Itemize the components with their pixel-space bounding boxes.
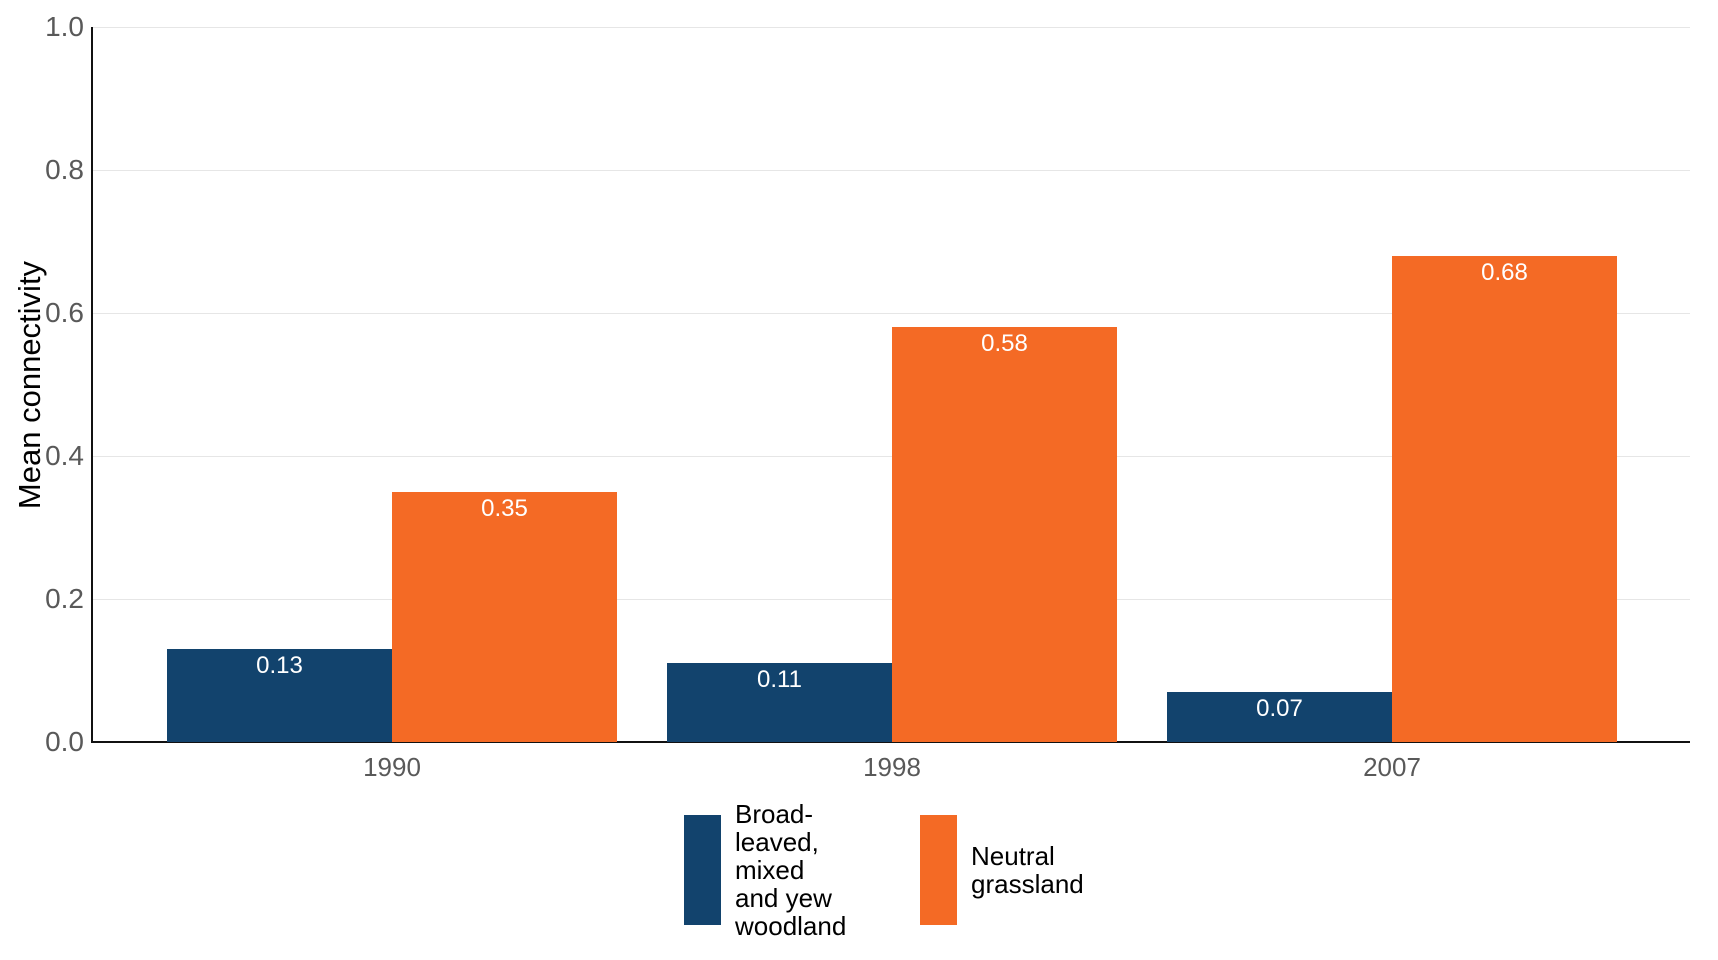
bar-value-label: 0.58 <box>981 330 1028 357</box>
x-tick-label: 1998 <box>863 752 921 782</box>
legend-label: Broad-leaved, mixed and yew woodland <box>735 799 847 941</box>
bar-value-label: 0.07 <box>1256 695 1303 722</box>
x-tick-label: 2007 <box>1363 752 1421 782</box>
bar-1998-series-1: 0.11 <box>667 663 892 742</box>
bar-2007-series-2: 0.68 <box>1392 256 1617 742</box>
y-tick-label: 0.4 <box>45 440 84 471</box>
bar-2007-series-1: 0.07 <box>1167 692 1392 742</box>
legend-swatch <box>684 815 721 925</box>
bar-value-label: 0.35 <box>481 495 528 522</box>
legend-label: Neutral grassland <box>971 841 1084 899</box>
bar-1990-series-2: 0.35 <box>392 492 617 742</box>
gridline <box>92 170 1690 171</box>
y-tick-label: 0.8 <box>45 154 84 185</box>
y-tick-label: 0.0 <box>45 726 84 757</box>
bar-1998-series-2: 0.58 <box>892 327 1117 742</box>
x-axis-line <box>91 741 1690 743</box>
y-tick-label: 0.2 <box>45 583 84 614</box>
y-tick-label: 1.0 <box>45 11 84 42</box>
gridline <box>92 27 1690 28</box>
bar-1990-series-1: 0.13 <box>167 649 392 742</box>
gridline <box>92 599 1690 600</box>
bar-value-label: 0.13 <box>256 652 303 679</box>
legend-item: Broad-leaved, mixed and yew woodland <box>684 800 846 940</box>
y-axis-line <box>91 27 93 742</box>
y-tick-label: 0.6 <box>45 297 84 328</box>
x-tick-label: 1990 <box>363 752 421 782</box>
gridline <box>92 313 1690 314</box>
legend-swatch <box>920 815 957 925</box>
legend-item: Neutral grassland <box>920 815 1084 925</box>
bar-value-label: 0.11 <box>757 666 802 693</box>
gridline <box>92 456 1690 457</box>
bar-value-label: 0.68 <box>1481 259 1528 286</box>
